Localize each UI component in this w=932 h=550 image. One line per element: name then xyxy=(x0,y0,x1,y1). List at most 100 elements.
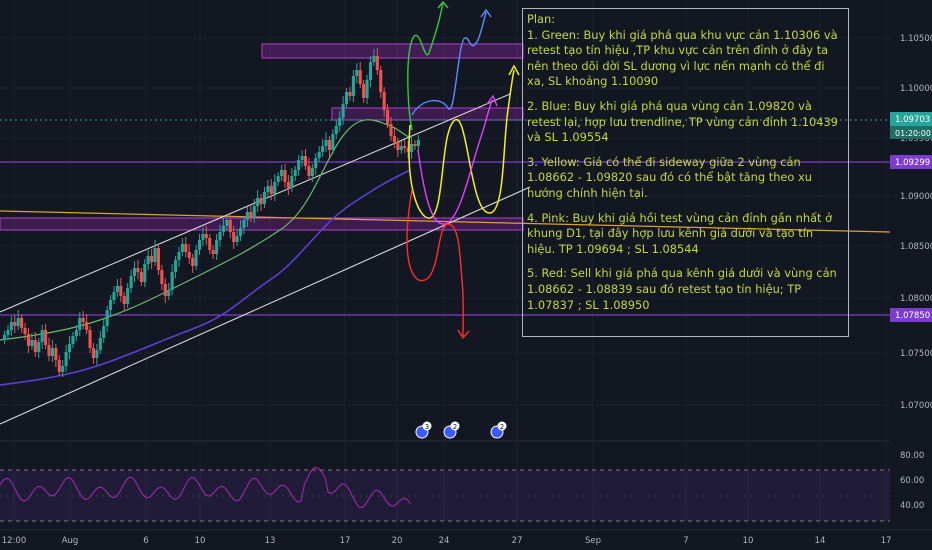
price-tick-label: 1.07000 xyxy=(900,401,932,411)
candle-body xyxy=(262,192,267,204)
candle-body xyxy=(409,144,414,152)
candle-body xyxy=(355,70,359,76)
candle-body xyxy=(208,238,212,250)
current-price-label: 1.09703 xyxy=(895,115,930,125)
candle-body xyxy=(170,272,174,290)
event-marker-badge xyxy=(497,421,507,431)
orange-trendline xyxy=(0,210,891,233)
candle-body xyxy=(44,330,48,345)
green-scenario-path xyxy=(407,1,444,131)
candle-body xyxy=(242,220,246,228)
candle-body xyxy=(57,360,61,372)
countdown-label: 01:20:00 xyxy=(895,129,931,138)
candle-body xyxy=(403,146,407,148)
candle-body xyxy=(16,318,20,326)
candle-body xyxy=(74,330,78,336)
plan-item-blue: 2. Blue: Buy khi giá phá qua vùng cản 1.… xyxy=(527,98,842,145)
oscillator-line xyxy=(0,466,411,508)
event-marker-count: 3 xyxy=(425,423,429,431)
candle-body xyxy=(105,310,109,326)
candle-body xyxy=(269,186,273,194)
candle-body xyxy=(218,232,222,240)
candle-body xyxy=(228,220,232,232)
candle-body xyxy=(204,234,208,238)
price-axis[interactable]: 1.105001.100001.095001.090001.085001.080… xyxy=(890,0,932,550)
level-tag-lower xyxy=(890,308,932,322)
plan-textbox: Plan: 1. Green: Buy khi giá phá qua khu … xyxy=(522,8,849,337)
candle-body xyxy=(6,330,10,335)
candle-body xyxy=(249,212,253,218)
candle-body xyxy=(368,62,373,80)
candle-body xyxy=(156,248,160,270)
candle-body xyxy=(54,348,58,360)
yellow-arrow-head xyxy=(508,64,520,76)
candle-body xyxy=(197,240,202,250)
plan-item-green: 1. Green: Buy khi giá phá qua khu vực cả… xyxy=(527,27,842,89)
candle-body xyxy=(399,146,403,150)
price-axis-background xyxy=(890,0,932,550)
time-tick-label: 14 xyxy=(815,536,826,546)
candle-body xyxy=(334,126,338,134)
time-tick-label: 27 xyxy=(512,536,523,546)
candle-body xyxy=(13,322,17,326)
candle-body xyxy=(67,344,72,352)
candle-body xyxy=(348,92,352,96)
blue-arrow-head xyxy=(480,8,492,18)
plan-item-yellow: 3. Yellow: Giá có thể đi sideway giữa 2 … xyxy=(527,154,816,200)
candle-body xyxy=(160,270,164,284)
candle-body xyxy=(310,168,314,176)
candle-body xyxy=(396,142,400,150)
candle-body xyxy=(293,170,297,176)
trend-channel xyxy=(0,93,531,425)
event-markers[interactable]: 3 2 2 xyxy=(415,421,507,439)
support-zone xyxy=(0,217,524,231)
time-axis[interactable]: 12:00 Aug 6 10 13 17 20 24 27 Sep 7 10 14 17 xyxy=(0,529,932,546)
candle-body xyxy=(341,104,345,118)
candle-body xyxy=(321,146,325,152)
plan-item-pink: 4. Pink: Buy khi giá hồi test vùng cản đ… xyxy=(527,210,836,256)
candle-body xyxy=(146,256,150,264)
candle-body xyxy=(20,318,24,328)
candle-body xyxy=(177,252,181,260)
time-tick-label: 10 xyxy=(195,536,206,546)
candle-body xyxy=(88,330,92,348)
candle-body xyxy=(3,335,7,340)
candle-body xyxy=(143,264,147,282)
candle-body xyxy=(211,250,215,254)
candle-body xyxy=(372,56,376,62)
price-tick-label: 1.07500 xyxy=(900,349,932,359)
candle-body xyxy=(95,350,99,358)
candle-body xyxy=(64,352,68,366)
candle-body xyxy=(375,56,379,70)
candlesticks xyxy=(3,48,420,377)
price-tick-label: 1.10000 xyxy=(900,84,932,94)
time-tick-label: 24 xyxy=(439,536,450,546)
event-marker-count: 2 xyxy=(500,423,504,431)
price-tick-label: 1.08500 xyxy=(900,242,932,252)
candle-body xyxy=(115,286,119,292)
candle-body xyxy=(129,276,133,288)
candle-body xyxy=(85,322,89,330)
candle-body xyxy=(167,290,171,296)
candle-body xyxy=(389,124,393,136)
candle-body xyxy=(290,176,294,188)
candle-body xyxy=(232,232,236,242)
candle-body xyxy=(324,140,328,146)
candle-body xyxy=(40,330,44,342)
time-tick-label: 17 xyxy=(881,536,892,546)
time-tick-label: 7 xyxy=(683,536,688,546)
candle-body xyxy=(276,176,280,182)
candle-body xyxy=(406,148,410,152)
candle-body xyxy=(300,156,304,160)
time-tick-label: Sep xyxy=(585,536,601,546)
price-tick-label: 1.09000 xyxy=(900,192,932,202)
time-tick-label: 12:00 xyxy=(2,536,27,546)
candle-body xyxy=(30,340,34,346)
candle-body xyxy=(416,140,420,146)
candle-body xyxy=(358,70,362,84)
candle-body xyxy=(102,326,106,338)
candle-body xyxy=(191,258,195,266)
level-tag-lower-label: 1.07850 xyxy=(895,311,930,321)
